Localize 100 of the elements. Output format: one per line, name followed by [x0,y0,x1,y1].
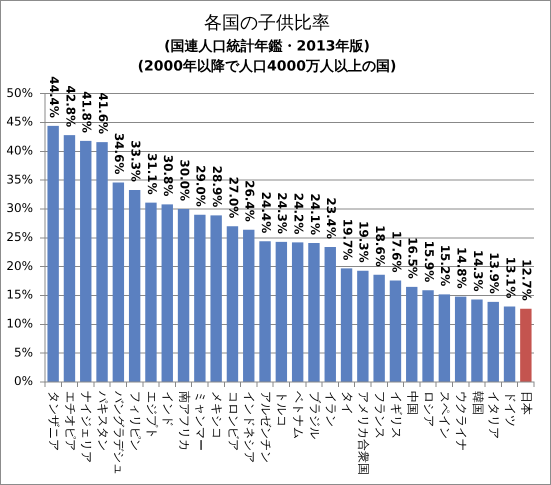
data-label: 18.6% [373,225,388,267]
y-tick-label: 30% [6,201,33,216]
data-label: 31.1% [144,153,159,195]
bar [357,270,369,382]
y-tick-label: 0% [14,374,33,388]
x-tick-label: ウクライナ [454,391,469,451]
x-tick-label: 日本 [520,391,534,415]
bar [64,135,76,382]
bar [194,214,206,382]
y-tick-label: 40% [6,143,33,158]
bar [243,230,254,382]
bar [162,204,173,382]
x-tick-label: エチオピア [63,391,78,451]
chart-title: 各国の子供比率 [204,12,330,34]
x-tick-label: コロンビア [226,391,240,451]
data-label: 15.9% [422,240,436,282]
bar [324,247,336,382]
bar [422,290,434,382]
y-tick-label: 5% [14,345,33,360]
data-label: 13.9% [487,252,502,294]
data-label: 41.8% [80,91,94,133]
x-tick-label: 中国 [406,391,420,415]
x-tick-label: ロシア [422,391,436,427]
bar [504,306,516,382]
data-label: 41.6% [96,92,110,134]
x-tick-label: エジプト [144,391,159,439]
x-tick-label: パキスタン [96,390,110,451]
x-tick-label: トルコ [275,391,290,427]
data-label: 30.8% [161,154,176,196]
bar [145,202,157,382]
y-tick-label: 50% [6,86,33,100]
bar [80,140,92,382]
x-tick-label: イラン [324,391,338,427]
data-label: 19.7% [340,218,354,260]
bar [96,142,108,382]
x-tick-label: 南アフリカ [177,391,192,451]
bar [471,300,483,382]
x-tick-label: ブラジル [308,391,322,439]
x-tick-label: フランス [373,391,388,439]
x-tick-label: メキシコ [210,391,224,439]
data-label: 42.8% [63,86,78,128]
bar [210,215,222,382]
x-tick-label: ドイツ [503,391,518,427]
bar [308,243,320,382]
x-tick-label: イギリス [389,391,404,439]
bar [112,182,124,382]
y-tick-label: 20% [6,258,33,273]
data-label: 14.3% [470,250,485,292]
data-label: 24.4% [258,192,273,234]
bar [47,126,59,382]
bar [340,268,352,382]
x-tick-label: フィリピン [128,391,143,451]
x-tick-label: ミャンマー [194,391,208,451]
bar [259,241,271,382]
x-tick-label: バングラデシュ [112,390,126,475]
x-tick-label: タイ [340,391,354,415]
y-tick-label: 10% [6,316,33,330]
x-tick-label: タンザニア [47,391,62,451]
data-label: 23.4% [324,197,338,240]
data-label: 12.7% [520,259,534,301]
data-label: 24.1% [308,193,322,236]
x-tick-label: ナイジェリア [80,391,94,463]
bar [406,286,418,382]
data-label: 30.0% [177,159,192,201]
chart-subtitle: (国連人口統計年鑑・2013年版) (2000年以降で人口4000万人以上の国) [138,38,396,74]
x-tick-label: インドネシア [242,391,257,463]
data-label: 44.4% [47,76,62,118]
x-tick-label: インド [161,391,176,427]
x-tick-label: アメリカ合衆国 [356,391,371,475]
x-tick-label: イタリア [487,391,502,439]
data-label: 19.3% [356,221,371,263]
y-tick-label: 35% [6,172,33,186]
y-tick-label: 15% [6,288,33,302]
data-label: 16.5% [406,237,420,279]
bar [178,208,190,382]
data-label: 26.4% [242,180,257,222]
bar [128,190,140,382]
bar [488,302,499,382]
data-label: 24.3% [275,192,290,234]
x-tick-label: 韓国 [470,391,485,415]
bar [373,274,385,382]
bar [390,280,402,382]
data-label: 34.6% [112,132,126,174]
data-label: 27.0% [226,176,240,218]
data-label: 28.9% [210,166,224,208]
bar [276,242,288,382]
bar [226,226,238,382]
x-tick-label: スペイン [438,391,452,439]
bar [520,308,532,382]
data-label: 15.2% [438,244,452,286]
bar [292,242,304,382]
bar [438,294,450,382]
x-tick-label: ベトナム [292,391,306,439]
data-label: 13.1% [503,256,518,298]
data-label: 24.2% [292,192,306,234]
data-label: 17.6% [389,230,404,272]
data-label: 33.3% [128,140,143,182]
bar [454,296,466,382]
data-label: 14.8% [454,247,469,289]
data-label: 29.0% [194,165,208,207]
